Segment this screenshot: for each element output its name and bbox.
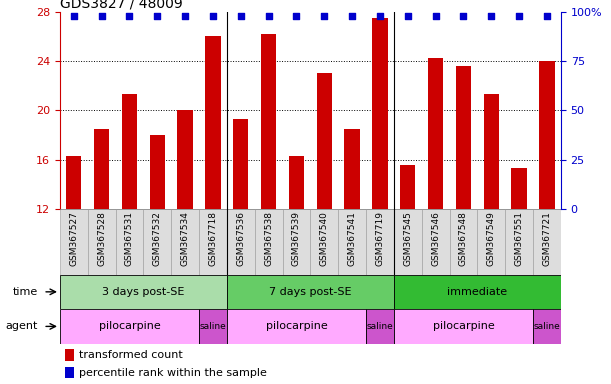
Bar — [428, 58, 444, 209]
Text: GSM367545: GSM367545 — [403, 211, 412, 266]
Bar — [150, 135, 165, 209]
Text: GSM367551: GSM367551 — [514, 211, 524, 266]
Bar — [255, 209, 282, 275]
Text: time: time — [12, 287, 38, 297]
Point — [180, 13, 190, 20]
Point — [264, 13, 274, 20]
Bar — [227, 209, 255, 275]
Bar — [227, 309, 366, 344]
Bar — [540, 61, 555, 209]
Bar — [345, 129, 360, 209]
Bar — [60, 209, 88, 275]
Text: GSM367549: GSM367549 — [487, 211, 496, 266]
Point — [97, 13, 106, 20]
Bar — [533, 209, 561, 275]
Bar — [310, 209, 338, 275]
Bar — [484, 94, 499, 209]
Point — [403, 13, 412, 20]
Bar — [394, 309, 533, 344]
Bar — [394, 275, 561, 309]
Text: immediate: immediate — [447, 287, 508, 297]
Bar — [533, 309, 561, 344]
Bar — [450, 209, 477, 275]
Text: GSM367548: GSM367548 — [459, 211, 468, 266]
Bar — [177, 111, 193, 209]
Bar — [115, 209, 144, 275]
Text: GSM367546: GSM367546 — [431, 211, 440, 266]
Text: agent: agent — [5, 321, 38, 331]
Bar — [60, 275, 227, 309]
Bar — [282, 209, 310, 275]
Text: GSM367531: GSM367531 — [125, 211, 134, 266]
Text: GSM367539: GSM367539 — [292, 211, 301, 266]
Point — [375, 13, 385, 20]
Bar — [205, 36, 221, 209]
Text: pilocarpine: pilocarpine — [266, 321, 327, 331]
Point — [152, 13, 162, 20]
Bar — [366, 309, 394, 344]
Bar — [366, 209, 394, 275]
Bar — [122, 94, 137, 209]
Text: saline: saline — [533, 322, 560, 331]
Text: GSM367541: GSM367541 — [348, 211, 357, 266]
Bar — [505, 209, 533, 275]
Text: GSM367528: GSM367528 — [97, 211, 106, 266]
Text: GSM367534: GSM367534 — [181, 211, 189, 266]
Bar — [65, 349, 74, 361]
Bar — [456, 66, 471, 209]
Text: pilocarpine: pilocarpine — [433, 321, 494, 331]
Bar — [261, 34, 276, 209]
Bar — [94, 129, 109, 209]
Bar — [144, 209, 171, 275]
Bar — [65, 367, 74, 378]
Bar — [88, 209, 115, 275]
Text: GSM367721: GSM367721 — [543, 211, 552, 266]
Bar — [171, 209, 199, 275]
Text: GSM367527: GSM367527 — [69, 211, 78, 266]
Point — [347, 13, 357, 20]
Bar — [477, 209, 505, 275]
Bar — [233, 119, 249, 209]
Bar — [316, 73, 332, 209]
Point — [291, 13, 301, 20]
Bar — [199, 309, 227, 344]
Bar — [394, 209, 422, 275]
Text: saline: saline — [200, 322, 226, 331]
Text: pilocarpine: pilocarpine — [98, 321, 160, 331]
Text: GSM367532: GSM367532 — [153, 211, 162, 266]
Bar — [199, 209, 227, 275]
Text: GDS3827 / 48009: GDS3827 / 48009 — [60, 0, 183, 10]
Point — [486, 13, 496, 20]
Text: GSM367719: GSM367719 — [376, 211, 384, 266]
Bar — [372, 18, 387, 209]
Text: GSM367718: GSM367718 — [208, 211, 218, 266]
Text: GSM367538: GSM367538 — [264, 211, 273, 266]
Bar — [60, 309, 199, 344]
Text: GSM367540: GSM367540 — [320, 211, 329, 266]
Text: saline: saline — [367, 322, 393, 331]
Point — [208, 13, 218, 20]
Bar — [400, 165, 415, 209]
Bar — [511, 169, 527, 209]
Text: percentile rank within the sample: percentile rank within the sample — [79, 368, 267, 378]
Bar — [66, 156, 81, 209]
Text: transformed count: transformed count — [79, 350, 183, 360]
Text: 3 days post-SE: 3 days post-SE — [102, 287, 185, 297]
Bar — [422, 209, 450, 275]
Point — [236, 13, 246, 20]
Bar — [338, 209, 366, 275]
Point — [320, 13, 329, 20]
Text: GSM367536: GSM367536 — [236, 211, 245, 266]
Bar — [227, 275, 394, 309]
Point — [125, 13, 134, 20]
Text: 7 days post-SE: 7 days post-SE — [269, 287, 352, 297]
Point — [431, 13, 441, 20]
Bar — [289, 156, 304, 209]
Point — [542, 13, 552, 20]
Point — [514, 13, 524, 20]
Point — [69, 13, 79, 20]
Point — [459, 13, 469, 20]
